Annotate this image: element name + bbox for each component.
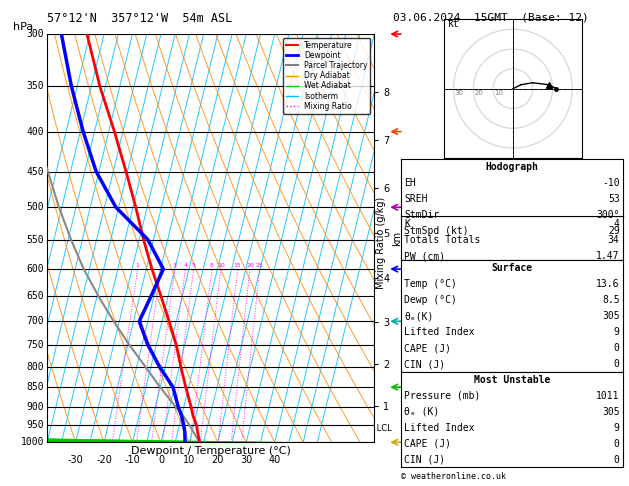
Text: 1: 1 bbox=[136, 263, 140, 268]
Text: 29: 29 bbox=[608, 226, 620, 236]
Text: 20: 20 bbox=[211, 454, 224, 465]
Text: 3: 3 bbox=[173, 263, 177, 268]
Text: 30: 30 bbox=[455, 89, 464, 96]
Text: 0: 0 bbox=[614, 455, 620, 465]
Legend: Temperature, Dewpoint, Parcel Trajectory, Dry Adiabat, Wet Adiabat, Isotherm, Mi: Temperature, Dewpoint, Parcel Trajectory… bbox=[283, 38, 370, 114]
Text: CIN (J): CIN (J) bbox=[404, 455, 445, 465]
Text: 1000: 1000 bbox=[20, 437, 44, 447]
Text: CAPE (J): CAPE (J) bbox=[404, 343, 452, 353]
Text: 8.5: 8.5 bbox=[602, 295, 620, 305]
Text: Surface: Surface bbox=[491, 263, 533, 273]
Text: 0: 0 bbox=[614, 439, 620, 449]
Text: 13.6: 13.6 bbox=[596, 279, 620, 289]
Text: 950: 950 bbox=[26, 420, 44, 430]
Text: kt: kt bbox=[448, 19, 459, 29]
Text: 9: 9 bbox=[614, 327, 620, 337]
Text: 9: 9 bbox=[614, 423, 620, 433]
Text: 305: 305 bbox=[602, 407, 620, 417]
Text: 5: 5 bbox=[192, 263, 196, 268]
Text: LCL: LCL bbox=[374, 424, 392, 433]
Text: 10: 10 bbox=[217, 263, 225, 268]
Text: 700: 700 bbox=[26, 316, 44, 326]
Text: -30: -30 bbox=[68, 454, 84, 465]
Text: StmSpd (kt): StmSpd (kt) bbox=[404, 226, 469, 236]
Text: 0: 0 bbox=[158, 454, 164, 465]
Text: 300: 300 bbox=[26, 29, 44, 39]
Text: 550: 550 bbox=[26, 235, 44, 244]
X-axis label: Dewpoint / Temperature (°C): Dewpoint / Temperature (°C) bbox=[131, 447, 291, 456]
Text: 0: 0 bbox=[614, 343, 620, 353]
Text: θₑ(K): θₑ(K) bbox=[404, 311, 434, 321]
Text: hPa: hPa bbox=[13, 21, 33, 32]
Text: 10: 10 bbox=[494, 89, 503, 96]
Text: 500: 500 bbox=[26, 202, 44, 212]
Text: 350: 350 bbox=[26, 81, 44, 91]
Text: -20: -20 bbox=[96, 454, 112, 465]
Text: 800: 800 bbox=[26, 362, 44, 372]
Text: 650: 650 bbox=[26, 291, 44, 301]
Text: 900: 900 bbox=[26, 401, 44, 412]
Text: Pressure (mb): Pressure (mb) bbox=[404, 391, 481, 401]
Text: 1011: 1011 bbox=[596, 391, 620, 401]
Text: 57°12'N  357°12'W  54m ASL: 57°12'N 357°12'W 54m ASL bbox=[47, 12, 233, 25]
Text: 20: 20 bbox=[474, 89, 483, 96]
Text: 4: 4 bbox=[614, 219, 620, 229]
Text: PW (cm): PW (cm) bbox=[404, 251, 445, 261]
Text: 400: 400 bbox=[26, 126, 44, 137]
Text: -10: -10 bbox=[125, 454, 140, 465]
Text: Hodograph: Hodograph bbox=[486, 162, 538, 172]
Text: Dewp (°C): Dewp (°C) bbox=[404, 295, 457, 305]
Text: 305: 305 bbox=[602, 311, 620, 321]
Text: 53: 53 bbox=[608, 194, 620, 204]
Text: StmDir: StmDir bbox=[404, 210, 440, 220]
Text: 450: 450 bbox=[26, 167, 44, 176]
Text: 8: 8 bbox=[210, 263, 214, 268]
Text: Mixing Ratio (g/kg): Mixing Ratio (g/kg) bbox=[376, 197, 386, 289]
Text: K: K bbox=[404, 219, 410, 229]
Text: 34: 34 bbox=[608, 235, 620, 245]
Text: Totals Totals: Totals Totals bbox=[404, 235, 481, 245]
Text: Lifted Index: Lifted Index bbox=[404, 327, 475, 337]
Text: 10: 10 bbox=[183, 454, 196, 465]
Text: 25: 25 bbox=[256, 263, 264, 268]
Text: 600: 600 bbox=[26, 264, 44, 274]
Text: Most Unstable: Most Unstable bbox=[474, 375, 550, 385]
Text: EH: EH bbox=[404, 178, 416, 188]
Text: Temp (°C): Temp (°C) bbox=[404, 279, 457, 289]
Text: 2: 2 bbox=[159, 263, 163, 268]
Y-axis label: km
ASL: km ASL bbox=[392, 229, 414, 247]
Text: SREH: SREH bbox=[404, 194, 428, 204]
Text: Lifted Index: Lifted Index bbox=[404, 423, 475, 433]
Text: 30: 30 bbox=[240, 454, 252, 465]
Text: 750: 750 bbox=[26, 340, 44, 350]
Text: © weatheronline.co.uk: © weatheronline.co.uk bbox=[401, 472, 506, 481]
Text: 300°: 300° bbox=[596, 210, 620, 220]
Text: 40: 40 bbox=[269, 454, 281, 465]
Text: CIN (J): CIN (J) bbox=[404, 359, 445, 369]
Text: 850: 850 bbox=[26, 382, 44, 392]
Text: -10: -10 bbox=[602, 178, 620, 188]
Text: 20: 20 bbox=[246, 263, 254, 268]
Text: 15: 15 bbox=[234, 263, 242, 268]
Text: CAPE (J): CAPE (J) bbox=[404, 439, 452, 449]
Text: 1.47: 1.47 bbox=[596, 251, 620, 261]
Text: 4: 4 bbox=[184, 263, 187, 268]
Text: 03.06.2024  15GMT  (Base: 12): 03.06.2024 15GMT (Base: 12) bbox=[393, 12, 589, 22]
Text: 0: 0 bbox=[614, 359, 620, 369]
Text: θₑ (K): θₑ (K) bbox=[404, 407, 440, 417]
